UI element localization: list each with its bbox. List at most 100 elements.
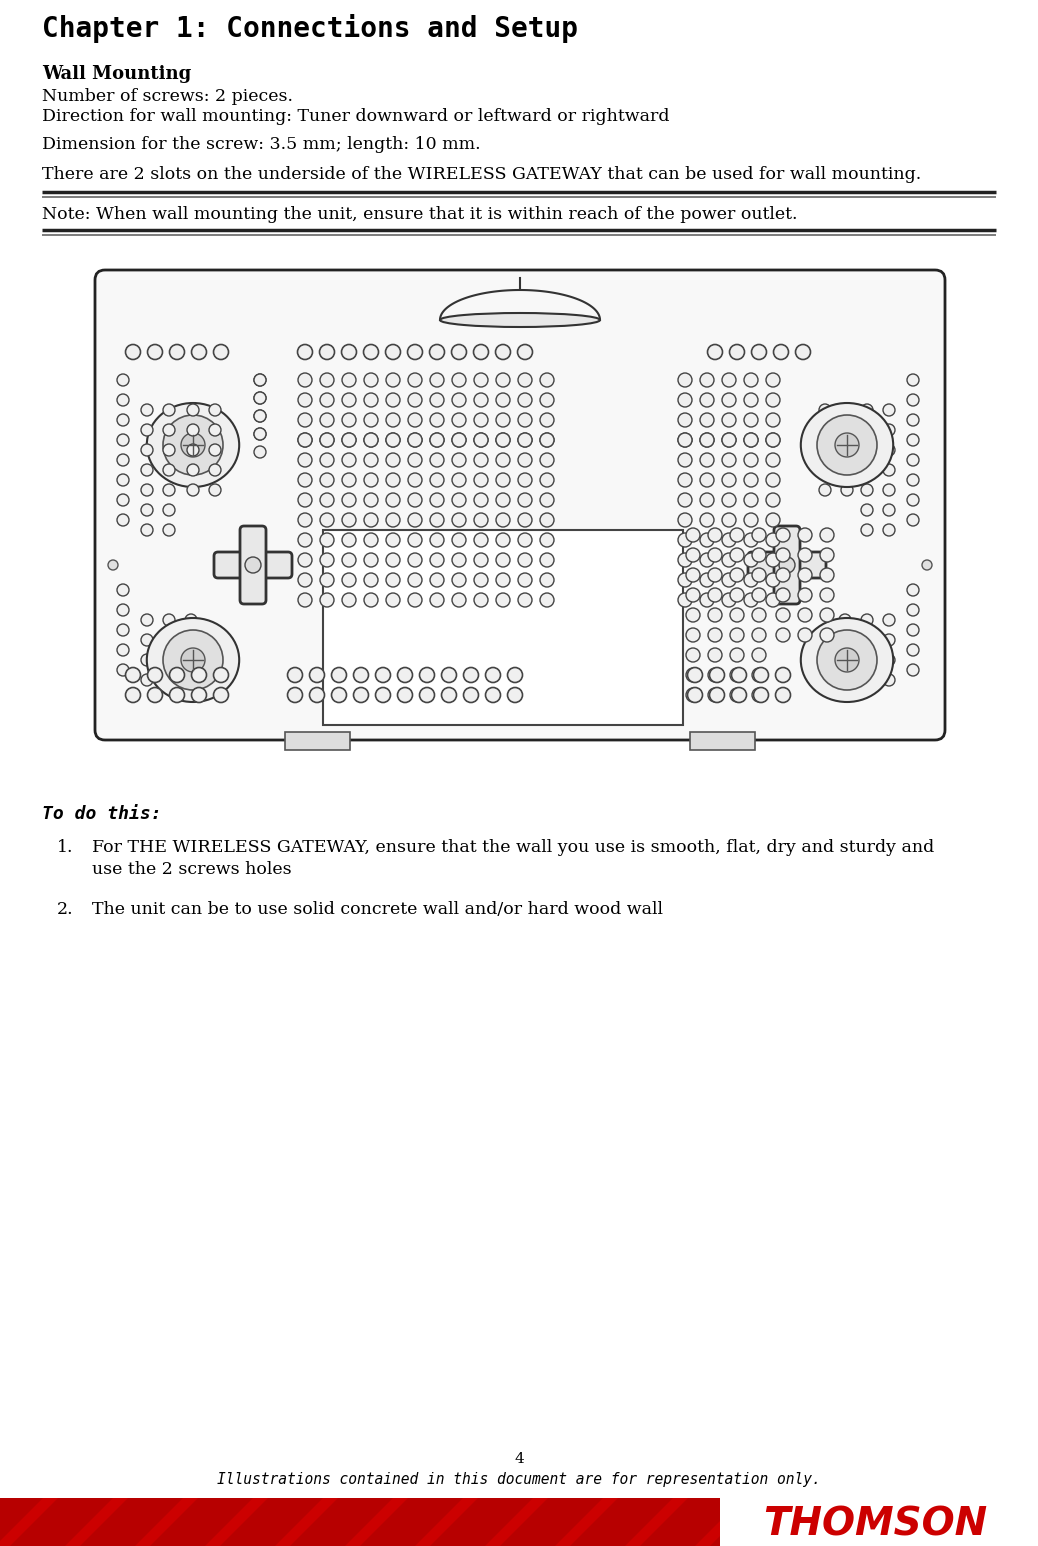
- Circle shape: [320, 373, 334, 386]
- Circle shape: [708, 648, 722, 662]
- Circle shape: [141, 424, 153, 436]
- Circle shape: [141, 634, 153, 646]
- Circle shape: [744, 553, 758, 567]
- Circle shape: [386, 533, 400, 547]
- Circle shape: [408, 433, 422, 447]
- Ellipse shape: [800, 404, 894, 487]
- Circle shape: [117, 513, 129, 526]
- Circle shape: [732, 668, 746, 682]
- Circle shape: [342, 533, 356, 547]
- Circle shape: [686, 648, 700, 662]
- Circle shape: [730, 567, 744, 581]
- Circle shape: [883, 524, 895, 536]
- Circle shape: [678, 433, 692, 447]
- Circle shape: [496, 413, 510, 427]
- Circle shape: [496, 393, 510, 407]
- Circle shape: [861, 484, 873, 496]
- Circle shape: [775, 688, 791, 702]
- Circle shape: [364, 553, 378, 567]
- Circle shape: [495, 345, 511, 360]
- Polygon shape: [220, 1498, 323, 1546]
- Circle shape: [298, 594, 312, 608]
- Circle shape: [752, 668, 766, 682]
- Circle shape: [861, 404, 873, 416]
- Circle shape: [708, 608, 722, 621]
- Circle shape: [191, 668, 207, 682]
- Circle shape: [752, 529, 766, 543]
- Circle shape: [540, 513, 554, 527]
- Circle shape: [408, 453, 422, 467]
- Circle shape: [364, 393, 378, 407]
- Circle shape: [883, 424, 895, 436]
- Circle shape: [163, 524, 175, 536]
- Circle shape: [408, 533, 422, 547]
- Circle shape: [744, 473, 758, 487]
- Circle shape: [518, 453, 532, 467]
- Circle shape: [778, 557, 795, 574]
- Circle shape: [752, 688, 766, 702]
- Circle shape: [883, 464, 895, 476]
- Circle shape: [187, 464, 199, 476]
- Circle shape: [169, 345, 185, 360]
- Circle shape: [883, 634, 895, 646]
- Circle shape: [342, 553, 356, 567]
- Circle shape: [254, 374, 266, 386]
- Text: The unit can be to use solid concrete wall and/or hard wood wall: The unit can be to use solid concrete wa…: [92, 901, 663, 918]
- Circle shape: [408, 413, 422, 427]
- Circle shape: [766, 433, 780, 447]
- Circle shape: [376, 688, 390, 702]
- Circle shape: [754, 688, 768, 702]
- Circle shape: [430, 533, 444, 547]
- Circle shape: [744, 413, 758, 427]
- Circle shape: [518, 413, 532, 427]
- Circle shape: [518, 574, 532, 587]
- Circle shape: [766, 453, 780, 467]
- Circle shape: [185, 634, 197, 646]
- Circle shape: [185, 654, 197, 666]
- Circle shape: [835, 433, 859, 458]
- Circle shape: [678, 373, 692, 386]
- Circle shape: [452, 373, 466, 386]
- Circle shape: [752, 648, 766, 662]
- Circle shape: [141, 444, 153, 456]
- Circle shape: [883, 654, 895, 666]
- Circle shape: [430, 493, 444, 507]
- Circle shape: [700, 513, 714, 527]
- Text: Wall Mounting: Wall Mounting: [42, 65, 191, 83]
- Circle shape: [730, 587, 744, 601]
- Circle shape: [408, 553, 422, 567]
- Circle shape: [730, 345, 744, 360]
- Circle shape: [835, 648, 859, 673]
- Circle shape: [819, 424, 831, 436]
- Bar: [285, 731, 350, 750]
- Circle shape: [474, 373, 488, 386]
- Circle shape: [708, 587, 722, 601]
- Circle shape: [141, 484, 153, 496]
- Circle shape: [722, 433, 736, 447]
- Circle shape: [700, 553, 714, 567]
- FancyBboxPatch shape: [748, 552, 826, 578]
- Circle shape: [907, 414, 919, 427]
- Circle shape: [841, 464, 853, 476]
- Circle shape: [163, 464, 175, 476]
- Circle shape: [766, 393, 780, 407]
- Text: Dimension for the screw: 3.5 mm; length: 10 mm.: Dimension for the screw: 3.5 mm; length:…: [42, 136, 481, 153]
- Circle shape: [364, 493, 378, 507]
- Circle shape: [540, 574, 554, 587]
- Circle shape: [776, 529, 790, 543]
- Ellipse shape: [800, 618, 894, 702]
- Circle shape: [331, 688, 347, 702]
- Circle shape: [298, 553, 312, 567]
- Circle shape: [678, 533, 692, 547]
- Circle shape: [754, 668, 768, 682]
- Circle shape: [722, 533, 736, 547]
- Circle shape: [678, 453, 692, 467]
- Circle shape: [678, 473, 692, 487]
- Circle shape: [298, 413, 312, 427]
- Circle shape: [408, 513, 422, 527]
- Circle shape: [730, 688, 744, 702]
- Circle shape: [907, 495, 919, 506]
- Circle shape: [486, 688, 500, 702]
- Circle shape: [820, 587, 834, 601]
- Polygon shape: [80, 1498, 183, 1546]
